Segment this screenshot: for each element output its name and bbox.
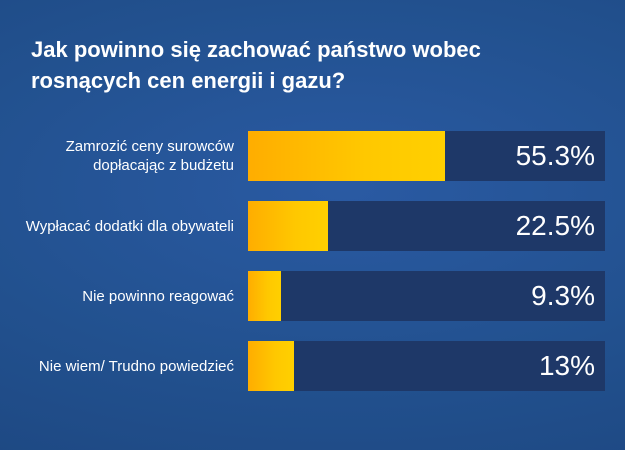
bar-track: 13% [248,341,605,391]
bar-track: 9.3% [248,271,605,321]
bar-row: Nie wiem/ Trudno powiedzieć 13% [0,341,625,391]
category-label: Wypłacać dodatki dla obywateli [25,217,234,235]
data-label: 22.5% [515,210,595,241]
data-label: 55.3% [515,140,595,171]
bar [248,201,328,251]
bar-row: Zamrozić ceny surowców dopłacając z budż… [0,131,625,181]
bar [248,341,294,391]
bar-row: Nie powinno reagować 9.3% [0,271,625,321]
chart-title: Jak powinno się zachować państwo wobec r… [31,37,481,93]
bar-track: 22.5% [248,201,605,251]
data-label: 13% [538,350,595,381]
category-label: Zamrozić ceny surowców dopłacając z budż… [65,138,234,174]
data-label: 9.3% [531,280,595,311]
bar [248,131,445,181]
bar-row: Wypłacać dodatki dla obywateli 22.5% [0,201,625,251]
category-label: Nie powinno reagować [82,287,234,305]
bar [248,271,281,321]
category-label: Nie wiem/ Trudno powiedzieć [38,357,234,375]
bar-track: 55.3% [248,131,605,181]
